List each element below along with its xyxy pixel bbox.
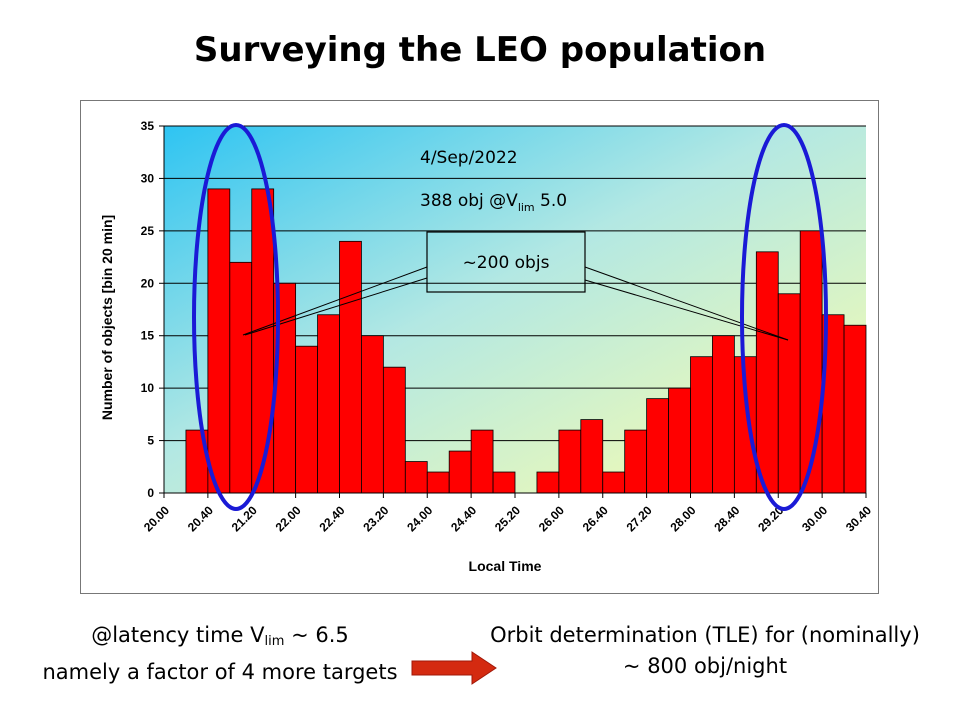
histogram-bar <box>361 335 384 494</box>
y-tick-label: 15 <box>141 329 155 343</box>
x-axis-title: Local Time <box>469 558 542 574</box>
x-tick-label: 25.20 <box>492 503 523 534</box>
slide-title: Surveying the LEO population <box>193 30 767 70</box>
y-tick-label: 10 <box>141 381 155 395</box>
histogram-bar <box>426 471 450 494</box>
histogram-bar <box>382 366 406 494</box>
histogram-bar <box>690 356 713 494</box>
histogram-bar <box>558 429 582 494</box>
x-tick-label: 24.40 <box>448 503 479 534</box>
x-tick-label: 20.40 <box>185 503 216 534</box>
callout-line <box>244 277 428 336</box>
y-tick-label: 35 <box>141 119 155 133</box>
histogram-bar <box>646 398 669 494</box>
x-tick-label: 22.40 <box>316 503 347 534</box>
callout-line <box>584 266 789 341</box>
x-tick-label: 28.40 <box>711 503 742 534</box>
x-tick-label: 20.00 <box>141 503 172 534</box>
y-tick-label: 20 <box>141 276 155 290</box>
histogram-bar <box>295 345 318 494</box>
annotation-count: 388 obj @Vlim 5.0 <box>420 191 567 214</box>
histogram-bar <box>339 240 362 494</box>
footer-right-line2: ~ 800 obj/night <box>622 654 788 678</box>
callout-line <box>584 279 789 341</box>
footer-right: Orbit determination (TLE) for (nominally… <box>470 620 940 682</box>
y-axis-title: Number of objects [bin 20 min] <box>99 215 115 420</box>
footer-left: @latency time Vlim ~ 6.5 namely a factor… <box>20 620 420 688</box>
highlight-ellipse-left <box>192 123 280 511</box>
footer-right-line1: Orbit determination (TLE) for (nominally… <box>490 623 920 647</box>
x-tick-label: 22.00 <box>273 503 304 534</box>
callout-box <box>426 231 586 293</box>
histogram-bar <box>777 293 801 494</box>
x-tick-label: 27.20 <box>624 503 655 534</box>
histogram-bar <box>448 450 472 494</box>
histogram-bar <box>843 324 867 494</box>
histogram-bar <box>536 471 560 494</box>
x-tick-label: 30.40 <box>843 503 874 534</box>
histogram-bar <box>470 429 494 494</box>
annotation-date: 4/Sep/2022 <box>420 148 518 168</box>
highlight-ellipse-right <box>740 123 828 511</box>
histogram-bar <box>580 419 604 494</box>
y-tick-label: 25 <box>141 224 155 238</box>
x-tick-label: 26.40 <box>580 503 611 534</box>
x-tick-label: 30.00 <box>799 503 830 534</box>
histogram-bar <box>229 261 253 494</box>
x-tick-label: 24.00 <box>404 503 435 534</box>
histogram-bar <box>317 314 340 494</box>
histogram-bar <box>668 387 691 494</box>
histogram-bar <box>404 461 428 494</box>
x-tick-label: 26.00 <box>536 503 567 534</box>
callout-text: ~200 objs <box>463 253 550 273</box>
histogram-bar <box>602 471 626 494</box>
histogram-bar <box>492 471 516 494</box>
x-tick-label: 28.00 <box>667 503 698 534</box>
callout-line <box>242 266 428 336</box>
histogram-bar <box>207 188 231 494</box>
footer-left-line2: namely a factor of 4 more targets <box>42 660 398 684</box>
right-arrow-icon <box>411 651 497 685</box>
histogram-bar <box>712 335 735 494</box>
y-tick-label: 5 <box>147 434 154 448</box>
histogram-bar <box>799 230 823 494</box>
x-tick-label: 23.20 <box>360 503 391 534</box>
histogram-bar <box>251 188 275 494</box>
y-tick-label: 0 <box>147 486 154 500</box>
footer-left-line1: @latency time Vlim ~ 6.5 <box>91 623 349 649</box>
histogram-bar <box>755 251 779 494</box>
y-tick-label: 30 <box>141 171 155 185</box>
histogram-bar <box>624 429 648 494</box>
